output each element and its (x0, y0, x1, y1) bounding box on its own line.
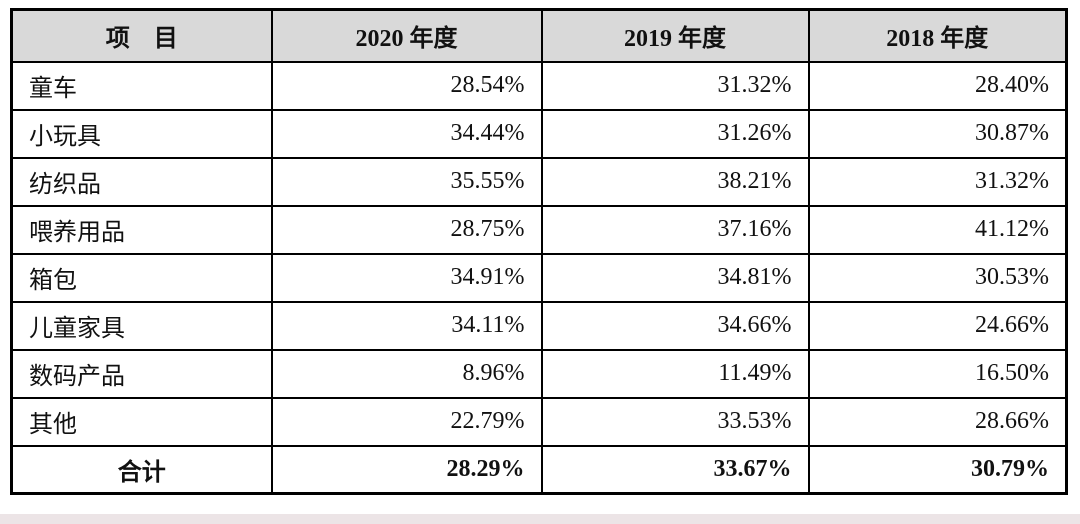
table-row: 数码产品 8.96% 11.49% 16.50% (10, 348, 1068, 399)
cell-2018: 30.53% (807, 252, 1068, 303)
cell-2018: 28.40% (807, 60, 1068, 111)
row-label: 小玩具 (10, 108, 273, 159)
row-label: 喂养用品 (10, 204, 273, 255)
total-label: 合计 (10, 444, 273, 495)
header-row: 项 目 2020 年度 2019 年度 2018 年度 (10, 8, 1068, 63)
row-label: 儿童家具 (10, 300, 273, 351)
cell-2019: 34.66% (540, 300, 810, 351)
cell-2019: 31.26% (540, 108, 810, 159)
row-label: 箱包 (10, 252, 273, 303)
row-label: 童车 (10, 60, 273, 111)
header-cell-2018: 2018 年度 (807, 8, 1068, 63)
cell-2020: 34.44% (270, 108, 543, 159)
total-2018: 30.79% (807, 444, 1068, 495)
table-row: 童车 28.54% 31.32% 28.40% (10, 60, 1068, 111)
table-row: 箱包 34.91% 34.81% 30.53% (10, 252, 1068, 303)
cell-2020: 35.55% (270, 156, 543, 207)
cell-2018: 28.66% (807, 396, 1068, 447)
row-label: 纺织品 (10, 156, 273, 207)
cell-2019: 34.81% (540, 252, 810, 303)
header-cell-2020: 2020 年度 (270, 8, 543, 63)
header-cell-2019: 2019 年度 (540, 8, 810, 63)
total-2020: 28.29% (270, 444, 543, 495)
cell-2018: 30.87% (807, 108, 1068, 159)
cell-2020: 8.96% (270, 348, 543, 399)
cell-2019: 31.32% (540, 60, 810, 111)
total-2019: 33.67% (540, 444, 810, 495)
table-row: 儿童家具 34.11% 34.66% 24.66% (10, 300, 1068, 351)
cell-2018: 41.12% (807, 204, 1068, 255)
cell-2020: 34.11% (270, 300, 543, 351)
cell-2019: 33.53% (540, 396, 810, 447)
table-row: 纺织品 35.55% 38.21% 31.32% (10, 156, 1068, 207)
ratio-table-container: 项 目 2020 年度 2019 年度 2018 年度 童车 28.54% 31… (10, 8, 1068, 495)
table-row: 小玩具 34.44% 31.26% 30.87% (10, 108, 1068, 159)
cell-2020: 22.79% (270, 396, 543, 447)
cell-2019: 38.21% (540, 156, 810, 207)
header-cell-item: 项 目 (10, 8, 273, 63)
cell-2020: 34.91% (270, 252, 543, 303)
row-label: 其他 (10, 396, 273, 447)
table-row: 其他 22.79% 33.53% 28.66% (10, 396, 1068, 447)
row-label: 数码产品 (10, 348, 273, 399)
cell-2020: 28.54% (270, 60, 543, 111)
cell-2018: 16.50% (807, 348, 1068, 399)
yearly-ratio-table: 项 目 2020 年度 2019 年度 2018 年度 童车 28.54% 31… (10, 8, 1068, 495)
cell-2019: 37.16% (540, 204, 810, 255)
total-row: 合计 28.29% 33.67% 30.79% (10, 444, 1068, 495)
page-bottom-strip (0, 514, 1080, 524)
cell-2019: 11.49% (540, 348, 810, 399)
cell-2020: 28.75% (270, 204, 543, 255)
cell-2018: 31.32% (807, 156, 1068, 207)
cell-2018: 24.66% (807, 300, 1068, 351)
table-row: 喂养用品 28.75% 37.16% 41.12% (10, 204, 1068, 255)
